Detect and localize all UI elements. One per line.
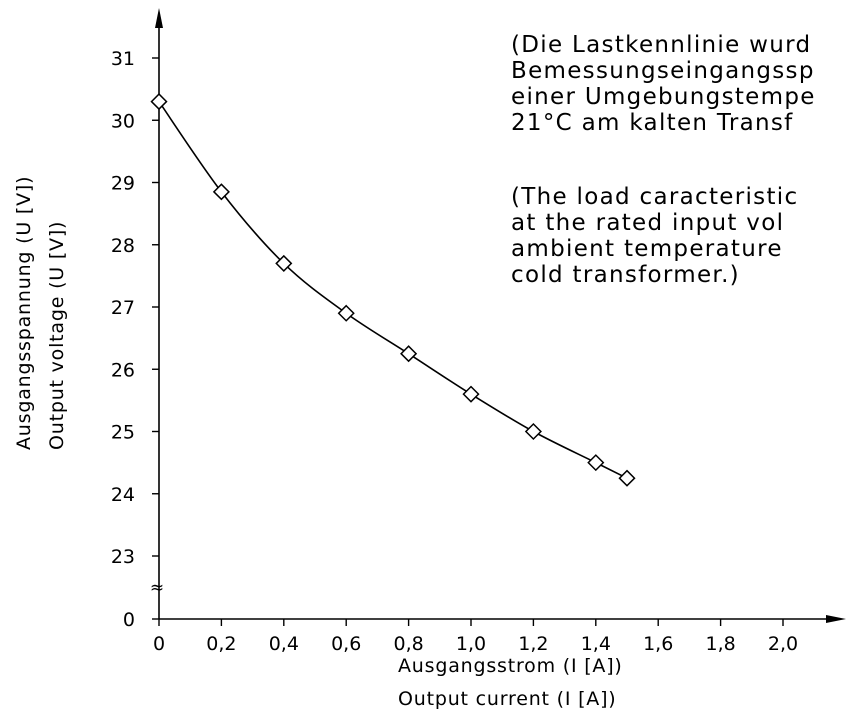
data-point-marker: [337, 304, 355, 322]
y-tick-label: 29: [111, 173, 135, 195]
y-tick-label: 28: [111, 235, 135, 257]
x-tick-label: 2,0: [768, 633, 798, 655]
x-tick-label: 1,4: [581, 633, 611, 655]
x-axis-label-english: Output current (I [A]): [398, 688, 617, 710]
axis-break-symbol: ≈: [150, 578, 164, 598]
annotation-english-line: cold transformer.): [511, 262, 740, 288]
annotation-german-line: 21°C am kalten Transf: [511, 110, 794, 136]
y-tick-label: 24: [111, 484, 135, 506]
annotation-german-line: (Die Lastkennlinie wurd: [511, 32, 812, 58]
y-tick-label: 26: [111, 359, 135, 381]
x-axis-label-german: Ausgangsstrom (I [A]): [398, 655, 623, 677]
y-axis-arrow: [155, 8, 163, 28]
x-tick-label: 1,8: [705, 633, 735, 655]
x-tick-label: 1,2: [518, 633, 548, 655]
data-point-marker: [587, 454, 605, 472]
annotation-english-line: (The load caracteristic: [511, 184, 799, 210]
annotation-english-line: ambient temperature: [511, 236, 783, 262]
y-axis-label-german: Ausgangsspannung (U [V]): [13, 175, 35, 450]
data-point-marker: [150, 93, 168, 111]
y-tick-label: 23: [111, 546, 135, 568]
y-tick-label: 25: [111, 422, 135, 444]
data-point-marker: [524, 422, 542, 441]
annotation-german-line: Bemessungseingangssp: [511, 58, 815, 84]
y-tick-label: 27: [111, 297, 135, 319]
annotation-german-line: einer Umgebungstempe: [511, 84, 816, 110]
x-tick-label: 0,6: [331, 633, 361, 655]
data-point-marker: [275, 254, 293, 272]
y-axis-label-english: Output voltage (U [V]): [46, 220, 68, 450]
data-point-marker: [400, 345, 418, 363]
y-tick-label: 30: [111, 110, 135, 132]
x-tick-label: 1,6: [643, 633, 673, 655]
x-tick-label: 1,0: [456, 633, 486, 655]
data-point-marker: [212, 183, 230, 201]
x-tick-label: 0,2: [206, 633, 236, 655]
y-tick-label: 0: [123, 609, 135, 631]
y-tick-label: 31: [111, 48, 135, 70]
series-markers: [150, 93, 636, 487]
annotation-german: (Die Lastkennlinie wurd Bemessungseingan…: [511, 32, 846, 136]
x-axis-ticks: 0 0,2 0,4 0,6 0,8 1,0 1,2 1,4 1,6 1,8 2,0: [153, 619, 798, 655]
y-axis-ticks: 0 23 24 25 26 27 28 29 30 31: [111, 48, 159, 631]
x-axis-arrow: [826, 615, 846, 623]
x-tick-label: 0: [153, 633, 165, 655]
data-point-marker: [462, 385, 480, 403]
x-tick-label: 0,8: [393, 633, 423, 655]
annotation-english-line: at the rated input vol: [511, 210, 785, 236]
annotation-english: (The load caracteristic at the rated inp…: [511, 184, 846, 288]
x-tick-label: 0,4: [269, 633, 299, 655]
series-line: [158, 101, 628, 479]
data-point-marker: [618, 469, 636, 487]
